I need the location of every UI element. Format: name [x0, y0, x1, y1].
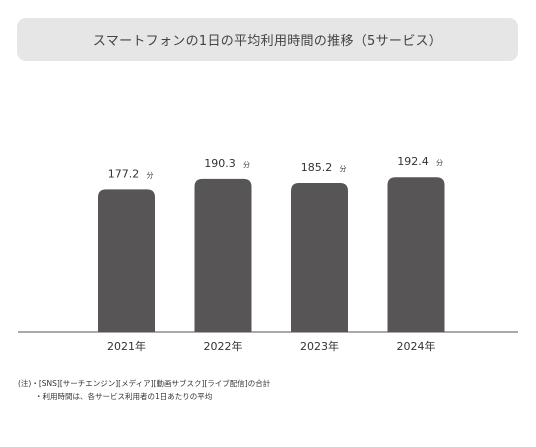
- title-box: スマートフォンの1日の平均利用時間の推移（5サービス）: [17, 18, 518, 61]
- data-label-2: 185.2: [301, 161, 333, 174]
- notes: (注)・[SNS][サーチエンジン][メディア][動画サブスク][ライブ配信]の…: [18, 377, 518, 403]
- unit-label-3: 分: [436, 158, 443, 167]
- data-label-1: 190.3: [204, 157, 236, 170]
- x-tick-label-0: 2021年: [107, 339, 146, 353]
- bar-1: [194, 178, 252, 332]
- data-label-0: 177.2: [108, 167, 140, 180]
- x-tick-label-1: 2022年: [204, 339, 243, 353]
- bar-2: [291, 182, 348, 332]
- note-line-2: ・利用時間は、各サービス利用者の1日あたりの平均: [35, 392, 213, 401]
- unit-label-2: 分: [340, 164, 347, 173]
- x-tick-label-3: 2024年: [397, 339, 436, 353]
- unit-label-0: 分: [147, 170, 154, 179]
- chart-title: スマートフォンの1日の平均利用時間の推移（5サービス）: [92, 34, 443, 49]
- bar-0: [98, 189, 155, 332]
- note-line-1: (注)・[SNS][サーチエンジン][メディア][動画サブスク][ライブ配信]の…: [18, 379, 271, 388]
- x-tick-label-2: 2023年: [300, 339, 339, 353]
- data-label-3: 192.4: [397, 155, 429, 168]
- bar-3: [387, 177, 445, 332]
- unit-label-1: 分: [243, 160, 250, 169]
